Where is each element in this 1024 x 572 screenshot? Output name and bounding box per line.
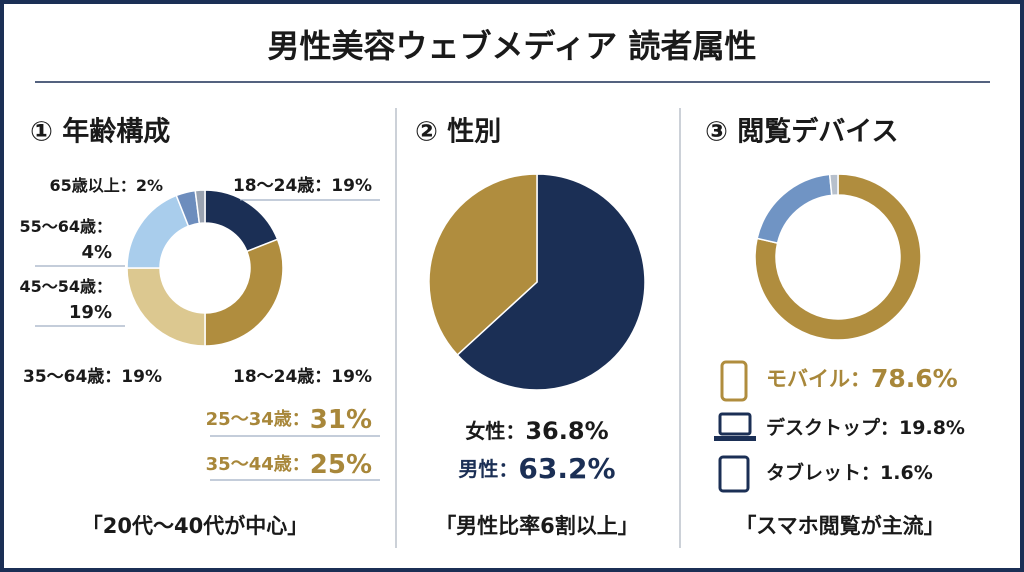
data-label: 男性：63.2% — [458, 452, 615, 485]
value-label: 63.2% — [518, 452, 615, 485]
value-label: 19% — [331, 176, 372, 196]
separator: ： — [292, 454, 310, 475]
value-label: 78.6% — [871, 364, 958, 393]
note-label: 35〜64歳：19% — [23, 366, 162, 387]
value-label: 1.6% — [880, 462, 933, 484]
category: 65歳以上 — [50, 176, 120, 195]
category: 25〜34歳 — [206, 409, 292, 430]
data-label: 25〜34歳：31% — [206, 405, 372, 435]
separator: ： — [880, 417, 899, 439]
value-label: 36.8% — [525, 417, 608, 445]
page-title: 男性美容ウェブメディア 読者属性 — [268, 27, 757, 65]
caption: 「20代〜40代が中心」 — [82, 514, 308, 538]
separator: ： — [120, 176, 136, 195]
category: モバイル — [766, 367, 850, 391]
panel-title: ① 年齢構成 — [30, 116, 170, 148]
value-label: 31% — [310, 405, 372, 435]
data-label: 35〜44歳：25% — [206, 450, 372, 480]
separator: ： — [861, 462, 880, 484]
data-label: 女性：36.8% — [465, 417, 608, 445]
icon-phone — [720, 360, 748, 402]
data-label: モバイル：78.6% — [766, 364, 958, 393]
value-label: 19.8% — [899, 417, 965, 439]
category: 18〜24歳 — [233, 175, 314, 196]
data-label: デスクトップ：19.8% — [766, 416, 965, 439]
data-label: 55〜64歳： — [19, 217, 112, 236]
note-label: 18〜24歳：19% — [233, 366, 372, 387]
caption: 「男性比率6割以上」 — [435, 514, 639, 538]
slice — [194, 189, 206, 225]
separator: ： — [96, 277, 112, 296]
slice — [828, 173, 839, 197]
data-label: 19% — [69, 302, 112, 323]
data-label: 65歳以上：2% — [50, 176, 163, 195]
slice — [456, 173, 646, 391]
slice — [204, 238, 284, 347]
category: 男性 — [458, 457, 498, 481]
category: 55〜64歳 — [19, 217, 96, 236]
separator: ： — [850, 367, 871, 391]
data-label: タブレット：1.6% — [766, 461, 933, 484]
value-label: 2% — [136, 176, 163, 195]
category: デスクトップ — [766, 416, 881, 439]
data-label: 45〜54歳： — [19, 277, 112, 296]
value-label: 19% — [69, 302, 112, 323]
separator: ： — [292, 409, 310, 430]
icon-laptop-base — [714, 436, 756, 441]
separator: ： — [498, 457, 518, 481]
category: 35〜44歳 — [206, 454, 292, 475]
data-label: 4% — [81, 242, 112, 263]
value-label: 4% — [81, 242, 112, 263]
category: タブレット — [766, 461, 861, 484]
slice — [754, 173, 922, 341]
icon-laptop — [718, 412, 752, 436]
separator: ： — [96, 217, 112, 236]
separator: ： — [314, 176, 331, 196]
data-label: 18〜24歳：19% — [233, 175, 372, 196]
panel-title: ② 性別 — [415, 117, 501, 148]
icon-tablet — [718, 455, 750, 493]
slice — [428, 173, 538, 356]
separator: ： — [505, 419, 525, 443]
value-label: 25% — [310, 450, 372, 480]
category: 45〜54歳 — [19, 277, 96, 296]
caption: 「スマホ閲覧が主流」 — [735, 514, 944, 538]
category: 女性 — [465, 419, 505, 443]
panel-title: ③ 閲覧デバイス — [705, 116, 898, 148]
